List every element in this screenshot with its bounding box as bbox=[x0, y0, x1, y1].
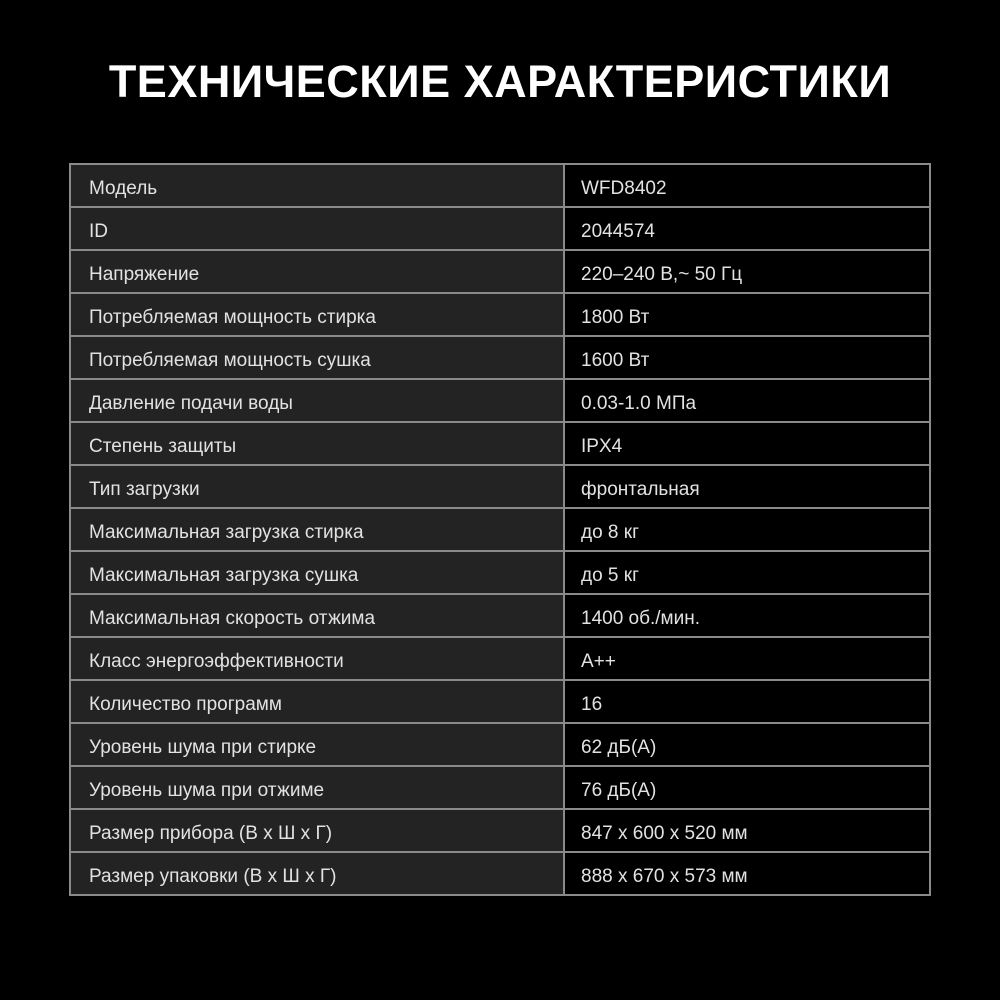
spec-label: Размер прибора (В х Ш х Г) bbox=[69, 808, 565, 853]
spec-label: Количество программ bbox=[69, 679, 565, 724]
spec-label: Давление подачи воды bbox=[69, 378, 565, 423]
spec-value: 2044574 bbox=[563, 206, 931, 251]
table-row: Модель WFD8402 bbox=[69, 163, 931, 208]
spec-value: 220–240 В,~ 50 Гц bbox=[563, 249, 931, 294]
spec-value: WFD8402 bbox=[563, 163, 931, 208]
spec-value: A++ bbox=[563, 636, 931, 681]
spec-value: 888 x 670 x 573 мм bbox=[563, 851, 931, 896]
spec-label: Максимальная загрузка стирка bbox=[69, 507, 565, 552]
table-row: Максимальная загрузка стирка до 8 кг bbox=[69, 507, 931, 552]
spec-value: фронтальная bbox=[563, 464, 931, 509]
table-row: Размер упаковки (В х Ш х Г) 888 x 670 x 5… bbox=[69, 851, 931, 896]
table-row: Давление подачи воды 0.03-1.0 МПа bbox=[69, 378, 931, 423]
table-row: Потребляемая мощность стирка 1800 Вт bbox=[69, 292, 931, 337]
spec-label: Тип загрузки bbox=[69, 464, 565, 509]
spec-label: Потребляемая мощность стирка bbox=[69, 292, 565, 337]
spec-value: 0.03-1.0 МПа bbox=[563, 378, 931, 423]
spec-value: 76 дБ(А) bbox=[563, 765, 931, 810]
spec-value: 62 дБ(А) bbox=[563, 722, 931, 767]
specs-table: Модель WFD8402 ID 2044574 Напряжение 220–240 … bbox=[69, 163, 931, 896]
table-row: Уровень шума при отжиме 76 дБ(А) bbox=[69, 765, 931, 810]
table-row: Класс энергоэффективности A++ bbox=[69, 636, 931, 681]
table-row: Степень защиты IPX4 bbox=[69, 421, 931, 466]
spec-label: Класс энергоэффективности bbox=[69, 636, 565, 681]
spec-value: IPX4 bbox=[563, 421, 931, 466]
table-row: Потребляемая мощность сушка 1600 Вт bbox=[69, 335, 931, 380]
spec-value: до 8 кг bbox=[563, 507, 931, 552]
table-row: Тип загрузки фронтальная bbox=[69, 464, 931, 509]
spec-label: ID bbox=[69, 206, 565, 251]
spec-label: Уровень шума при стирке bbox=[69, 722, 565, 767]
spec-value: 1600 Вт bbox=[563, 335, 931, 380]
spec-label: Степень защиты bbox=[69, 421, 565, 466]
spec-value: 16 bbox=[563, 679, 931, 724]
spec-value: 1800 Вт bbox=[563, 292, 931, 337]
spec-label: Уровень шума при отжиме bbox=[69, 765, 565, 810]
table-row: Максимальная загрузка сушка до 5 кг bbox=[69, 550, 931, 595]
table-row: Количество программ 16 bbox=[69, 679, 931, 724]
spec-value: 1400 об./мин. bbox=[563, 593, 931, 638]
table-row: Уровень шума при стирке 62 дБ(А) bbox=[69, 722, 931, 767]
spec-label: Максимальная скорость отжима bbox=[69, 593, 565, 638]
spec-label: Модель bbox=[69, 163, 565, 208]
table-row: Размер прибора (В х Ш х Г) 847 x 600 x 52… bbox=[69, 808, 931, 853]
table-row: ID 2044574 bbox=[69, 206, 931, 251]
spec-label: Размер упаковки (В х Ш х Г) bbox=[69, 851, 565, 896]
table-row: Максимальная скорость отжима 1400 об./мин… bbox=[69, 593, 931, 638]
spec-label: Потребляемая мощность сушка bbox=[69, 335, 565, 380]
spec-value: до 5 кг bbox=[563, 550, 931, 595]
spec-value: 847 x 600 x 520 мм bbox=[563, 808, 931, 853]
page-title: ТЕХНИЧЕСКИЕ ХАРАКТЕРИСТИКИ bbox=[108, 56, 892, 107]
spec-label: Максимальная загрузка сушка bbox=[69, 550, 565, 595]
spec-label: Напряжение bbox=[69, 249, 565, 294]
table-row: Напряжение 220–240 В,~ 50 Гц bbox=[69, 249, 931, 294]
